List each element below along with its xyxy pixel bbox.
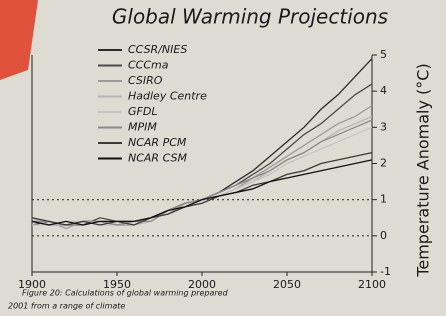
chart-title: Global Warming Projections	[112, 5, 388, 29]
y-tick-label: 1	[380, 193, 387, 206]
x-tick-label: 1900	[18, 278, 46, 291]
y-axis-label: Temperature Anomaly (°C)	[414, 63, 433, 277]
y-tick-label: 5	[380, 48, 387, 61]
legend-label: CCSR/NIES	[128, 43, 187, 56]
legend-label: Hadley Centre	[128, 90, 207, 103]
legend-label: NCAR PCM	[128, 136, 187, 149]
x-tick-label: 1950	[103, 278, 131, 291]
x-tick-label: 2050	[273, 278, 301, 291]
y-tick-label: -1	[380, 265, 391, 278]
y-tick-label: 2	[380, 157, 387, 170]
y-tick-label: 3	[380, 120, 387, 133]
legend-label: NCAR CSM	[128, 152, 187, 165]
page: {"chart_data": {"type": "line", "title":…	[0, 0, 446, 316]
legend-label: GFDL	[128, 105, 157, 118]
chart: Global Warming Projections Temperature A…	[0, 0, 446, 316]
caption: 2001 from a range of climate	[8, 302, 125, 311]
y-tick-label: 0	[380, 229, 387, 242]
y-tick-label: 4	[380, 84, 387, 97]
x-tick-label: 2000	[188, 278, 216, 291]
legend-label: CCCma	[128, 59, 169, 72]
legend-label: CSIRO	[128, 74, 163, 87]
legend-label: MPIM	[128, 121, 157, 134]
x-tick-label: 2100	[358, 278, 386, 291]
